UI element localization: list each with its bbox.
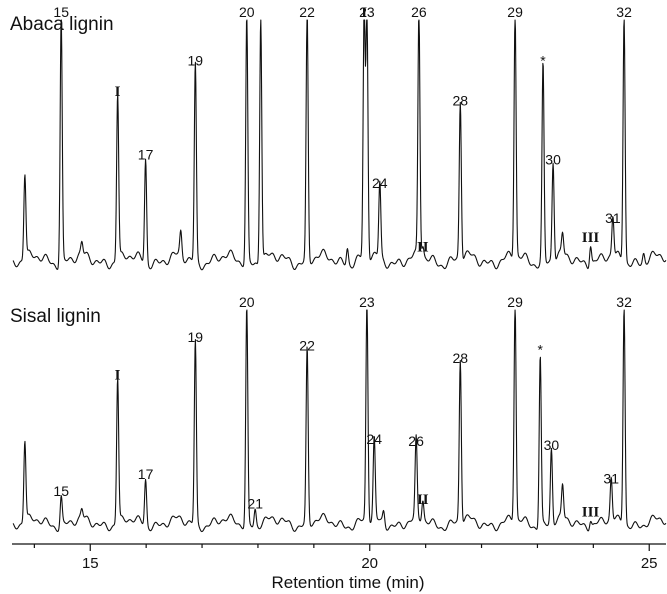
- abaca-peak-label: 17: [138, 147, 154, 163]
- sisal-peak-label: 21: [247, 495, 263, 511]
- abaca-peak-label: 23: [359, 4, 375, 20]
- x-axis: Retention time (min) 15 20 25: [12, 543, 666, 592]
- sisal-peak-label: 23: [359, 294, 375, 310]
- abaca-peak-label: 24: [372, 175, 388, 191]
- x-tick-label: 20: [361, 555, 378, 572]
- abaca-peak-label: 19: [188, 53, 204, 69]
- abaca-peak-label: 22: [299, 4, 315, 20]
- abaca-peak-label: 28: [453, 93, 469, 109]
- abaca-peak-label: 20: [239, 4, 255, 20]
- sisal-peak-label: I: [115, 367, 121, 383]
- sisal-peak-label: 32: [616, 294, 632, 310]
- sisal-peak-label: II: [417, 492, 429, 508]
- abaca-peak-label: I: [361, 5, 367, 21]
- sisal-peak-label: III: [582, 505, 600, 521]
- sisal-peak-label: 24: [366, 431, 382, 447]
- sisal-peak-label: 15: [53, 483, 69, 499]
- sisal-peak-label: 17: [138, 466, 154, 482]
- sisal-panel: Sisal lignin 15 I 17 19 20 21 22 23 24 26 II 28 29 * 3…: [10, 294, 667, 533]
- abaca-peak-label: 30: [545, 151, 561, 167]
- abaca-peak-label: 29: [507, 4, 523, 20]
- sisal-peak-label: 19: [188, 329, 204, 345]
- abaca-trace: [12, 19, 667, 271]
- sisal-peak-label: 29: [507, 294, 523, 310]
- abaca-peak-label: 32: [616, 4, 632, 20]
- x-axis-title: Retention time (min): [271, 573, 424, 592]
- x-tick-label: 15: [82, 555, 99, 572]
- sisal-panel-title: Sisal lignin: [10, 306, 101, 327]
- sisal-peak-label: 30: [544, 437, 560, 453]
- abaca-peak-label: 26: [411, 4, 427, 20]
- abaca-peak-label: *: [540, 53, 546, 69]
- abaca-peak-label: 15: [53, 4, 69, 20]
- abaca-peak-label: I: [115, 84, 121, 100]
- sisal-peak-label: 20: [239, 294, 255, 310]
- sisal-peak-label: *: [537, 341, 543, 357]
- sisal-peak-label: 28: [453, 350, 469, 366]
- sisal-peak-label: 31: [603, 470, 619, 486]
- abaca-peak-label: 31: [605, 210, 621, 226]
- abaca-peak-label: III: [582, 230, 600, 246]
- sisal-peak-label: 26: [408, 433, 424, 449]
- sisal-trace: [12, 309, 667, 533]
- x-tick-label: 25: [641, 555, 658, 572]
- abaca-peak-label: II: [417, 239, 429, 255]
- sisal-peak-label: 22: [299, 337, 315, 353]
